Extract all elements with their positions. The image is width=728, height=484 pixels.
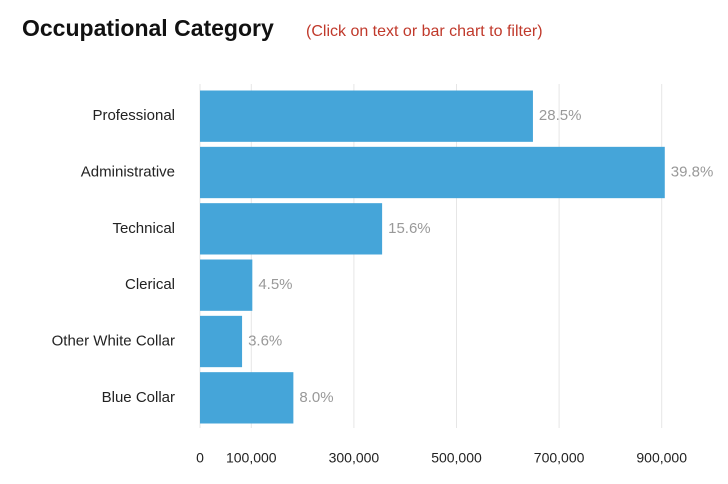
category-label[interactable]: Technical (112, 220, 175, 237)
x-tick-label: 100,000 (226, 450, 277, 466)
x-tick-label: 500,000 (431, 450, 482, 466)
bar[interactable] (200, 90, 533, 142)
category-label[interactable]: Blue Collar (102, 389, 175, 406)
chart-title: Occupational Category (22, 15, 274, 41)
x-tick-label: 300,000 (329, 450, 380, 466)
x-tick-label: 0 (196, 450, 204, 466)
value-label: 15.6% (388, 220, 431, 237)
bar[interactable] (200, 259, 253, 311)
value-label: 8.0% (299, 389, 333, 406)
category-label[interactable]: Administrative (81, 163, 175, 180)
chart-subtitle: (Click on text or bar chart to filter) (306, 23, 543, 40)
category-label[interactable]: Clerical (125, 276, 175, 293)
bar[interactable] (200, 203, 383, 255)
category-label[interactable]: Professional (92, 107, 175, 124)
category-label[interactable]: Other White Collar (52, 332, 175, 349)
value-label: 28.5% (539, 107, 582, 124)
bar[interactable] (200, 146, 665, 199)
bar[interactable] (200, 372, 294, 424)
value-label: 39.8% (671, 163, 714, 180)
x-tick-label: 700,000 (534, 450, 585, 466)
x-tick-label: 900,000 (636, 450, 687, 466)
value-label: 4.5% (258, 276, 292, 293)
value-label: 3.6% (248, 332, 282, 349)
bar[interactable] (200, 315, 243, 368)
